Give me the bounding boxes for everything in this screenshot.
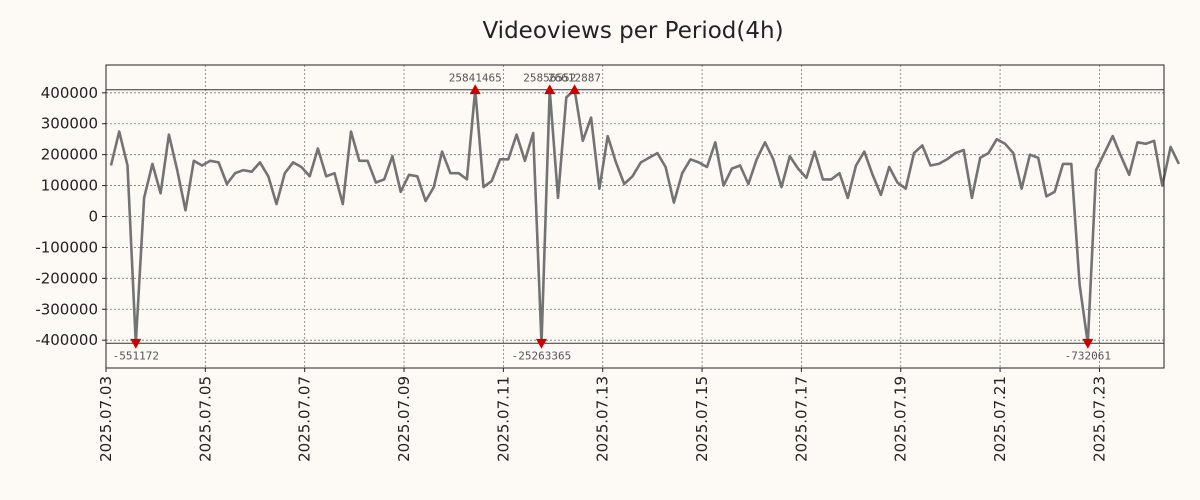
- x-tick-label: 2025.07.23: [1090, 376, 1108, 462]
- series-layer: [109, 88, 1181, 345]
- y-tick-label: 0: [88, 208, 98, 226]
- max-marker: [544, 84, 556, 95]
- x-tick-label: 2025.07.17: [792, 376, 810, 462]
- peak-annotation: -551172: [113, 349, 159, 362]
- y-tick-label: -100000: [35, 238, 98, 256]
- x-tick-label: 2025.07.09: [395, 376, 413, 462]
- x-tick-label: 2025.07.07: [296, 376, 314, 462]
- min-marker: [130, 338, 142, 349]
- peak-annotation: 26612887: [548, 72, 601, 85]
- y-tick-label: -400000: [35, 331, 98, 349]
- peak-annotation: -732061: [1065, 349, 1111, 362]
- y-tick-label: 100000: [41, 177, 98, 195]
- y-tick-label: 300000: [41, 115, 98, 133]
- y-axis-ticks: 400000 300000 200000 100000 0 -100000 -200000 -…: [35, 84, 106, 349]
- peak-annotation: 25856552: [523, 72, 576, 85]
- annotation-layer: -551172 25841465 -25263365 2585655226612887…: [113, 72, 1111, 363]
- min-marker: [535, 338, 547, 349]
- marker-layer: [130, 84, 1094, 349]
- x-tick-label: 2025.07.19: [892, 376, 910, 462]
- x-tick-label: 2025.07.03: [97, 376, 115, 462]
- series-line: [109, 88, 1181, 345]
- plot-frame: [105, 64, 1165, 369]
- x-tick-label: 2025.07.15: [693, 376, 711, 462]
- peak-annotation: 25841465: [449, 72, 502, 85]
- x-tick-label: 2025.07.13: [594, 376, 612, 462]
- x-tick-label: 2025.07.11: [494, 376, 512, 462]
- y-tick-label: -200000: [35, 269, 98, 287]
- peak-annotation: -25263365: [512, 349, 572, 362]
- grid-layer: [105, 65, 1164, 368]
- min-marker: [1082, 338, 1094, 349]
- y-tick-label: -300000: [35, 300, 98, 318]
- chart-title: Videoviews per Period(4h): [482, 18, 783, 44]
- max-marker: [569, 84, 581, 95]
- x-axis-ticks: 2025.07.03 2025.07.05 2025.07.07 2025.07.09…: [97, 368, 1108, 462]
- x-tick-label: 2025.07.05: [196, 376, 214, 462]
- y-tick-label: 200000: [41, 146, 98, 164]
- x-tick-label: 2025.07.21: [991, 376, 1009, 462]
- y-tick-label: 400000: [41, 84, 98, 102]
- clip-lines: [106, 89, 1164, 344]
- max-marker: [469, 84, 481, 95]
